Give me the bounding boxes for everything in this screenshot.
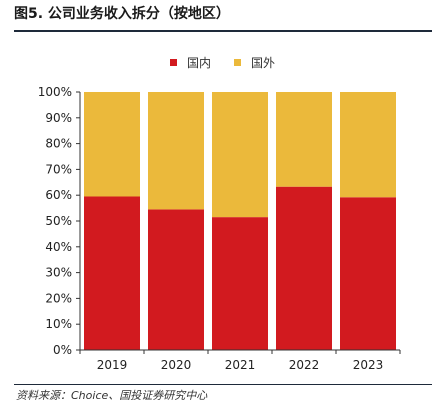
bar-domestic-2021 [212,217,268,350]
y-tick-label: 20% [45,291,72,305]
y-tick-label: 60% [45,188,72,202]
legend-item-domestic: 国内 [170,54,211,71]
y-tick-label: 30% [45,266,72,280]
legend-label-overseas: 国外 [251,56,276,70]
legend-label-domestic: 国内 [187,56,212,70]
y-tick-label: 10% [45,317,72,331]
legend-item-overseas: 国外 [234,54,275,71]
source-note: 资料来源：Choice、国投证券研究中心 [16,389,208,402]
bar-domestic-2022 [276,186,332,350]
y-tick-label: 90% [45,111,72,125]
bar-overseas-2023 [340,92,396,198]
y-tick-label: 80% [45,137,72,151]
bar-overseas-2022 [276,92,332,187]
y-tick-label: 0% [53,343,72,357]
x-tick-label-2023: 2023 [353,358,384,372]
bar-overseas-2019 [84,92,140,197]
title-rule [14,30,432,32]
bar-domestic-2020 [148,209,204,350]
x-tick-label-2021: 2021 [225,358,256,372]
legend-swatch-domestic [170,59,177,66]
x-tick-label-2019: 2019 [97,358,128,372]
y-tick-label: 70% [45,162,72,176]
legend-swatch-overseas [234,59,241,66]
bar-overseas-2020 [148,92,204,210]
y-tick-label: 40% [45,240,72,254]
x-tick-label-2020: 2020 [161,358,192,372]
figure-title: 图5. 公司业务收入拆分（按地区） [14,6,230,22]
x-tick-label-2022: 2022 [289,358,320,372]
bar-domestic-2019 [84,196,140,350]
chart-legend: 国内 国外 [0,54,437,72]
source-rule [14,384,432,385]
y-tick-label: 100% [38,85,72,99]
bar-overseas-2021 [212,92,268,218]
y-tick-label: 50% [45,214,72,228]
bar-domestic-2023 [340,197,396,350]
